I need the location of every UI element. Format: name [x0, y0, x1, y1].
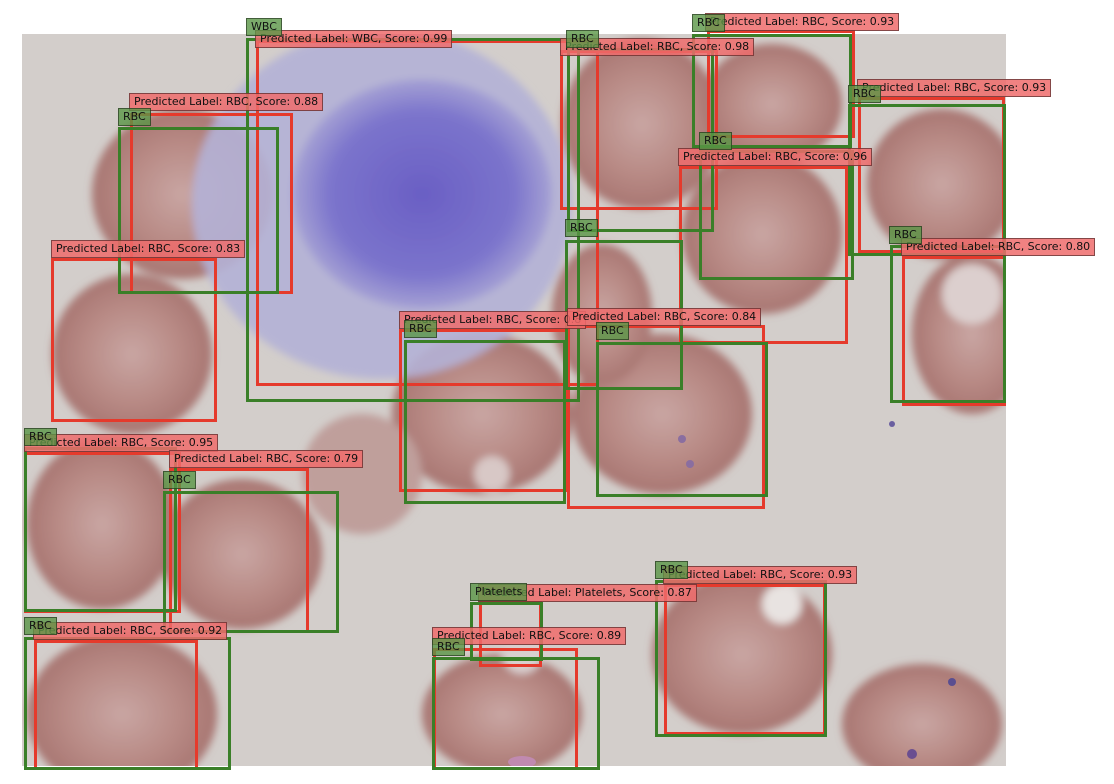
- gt-box-rbc-10: [24, 447, 177, 612]
- pred-label-rbc-8: Predicted Label: RBC, Score: 0.8: [399, 311, 587, 329]
- pred-label-rbc-7: Predicted Label: RBC, Score: 0.80: [901, 238, 1096, 256]
- pred-label-rbc-11: Predicted Label: RBC, Score: 0.79: [169, 450, 364, 468]
- gt-label-platelets: Platelets: [470, 583, 528, 601]
- gt-label-rbc-14: RBC: [432, 638, 465, 656]
- gt-box-rbc-11: [163, 491, 339, 633]
- gt-box-rbc-3: [118, 127, 279, 294]
- gt-label-rbc-5: RBC: [699, 132, 732, 150]
- pred-box-rbc-2: [707, 30, 855, 138]
- gt-box-rbc-5: [699, 150, 854, 280]
- gt-box-rbc-13: [24, 637, 231, 770]
- gt-label-rbc-4: RBC: [848, 85, 881, 103]
- pred-label-rbc-2: Predicted Label: RBC, Score: 0.93: [705, 13, 900, 31]
- pred-label-platelets: Predicted Label: Platelets, Score: 0.87: [478, 584, 697, 602]
- gt-label-rbc-3: RBC: [118, 108, 151, 126]
- pred-box-rbc-9: [567, 325, 765, 509]
- pred-box-rbc-6: [51, 258, 217, 422]
- pred-label-rbc-6: Predicted Label: RBC, Score: 0.83: [51, 240, 246, 258]
- gt-label-rbc-12: RBC: [655, 561, 688, 579]
- pred-label-rbc-4: Predicted Label: RBC, Score: 0.93: [857, 79, 1052, 97]
- pred-label-rbc-9: Predicted Label: RBC, Score: 0.84: [567, 308, 762, 326]
- pred-label-rbc-13: Predicted Label: RBC, Score: 0.92: [33, 622, 228, 640]
- pred-label-rbc-1: Predicted Label: RBC, Score: 0.98: [560, 38, 755, 56]
- gt-box-rbc-9: [596, 342, 768, 497]
- gt-label-rbc-10: RBC: [24, 428, 57, 446]
- gt-box-rbc-12: [655, 580, 827, 737]
- pred-label-wbc: Predicted Label: WBC, Score: 0.99: [255, 30, 453, 48]
- gt-label-rbc-11: RBC: [163, 471, 196, 489]
- gt-label-rbc-9: RBC: [596, 322, 629, 340]
- pred-box-rbc-8: [399, 329, 568, 492]
- pred-label-rbc-3: Predicted Label: RBC, Score: 0.88: [129, 93, 324, 111]
- gt-label-rbc-8: RBC: [404, 320, 437, 338]
- pred-label-rbc-10: Predicted Label: RBC, Score: 0.95: [24, 434, 219, 452]
- gt-box-rbc-7: [890, 245, 1006, 403]
- gt-box-rbc-8: [404, 340, 566, 504]
- gt-label-wbc: WBC: [246, 18, 282, 36]
- gt-label-rbc-2: RBC: [692, 14, 725, 32]
- gt-label-rbc-13: RBC: [24, 617, 57, 635]
- gt-label-rbc-6: RBC: [565, 219, 598, 237]
- pred-label-rbc-12: Predicted Label: RBC, Score: 0.93: [663, 566, 858, 584]
- pred-label-rbc-5: Predicted Label: RBC, Score: 0.96: [678, 148, 873, 166]
- gt-box-rbc-14: [432, 657, 600, 770]
- gt-label-rbc-7: RBC: [889, 226, 922, 244]
- gt-label-rbc-1: RBC: [566, 30, 599, 48]
- gt-box-rbc-4: [848, 104, 1006, 256]
- pred-label-rbc-14: Predicted Label: RBC, Score: 0.89: [432, 627, 627, 645]
